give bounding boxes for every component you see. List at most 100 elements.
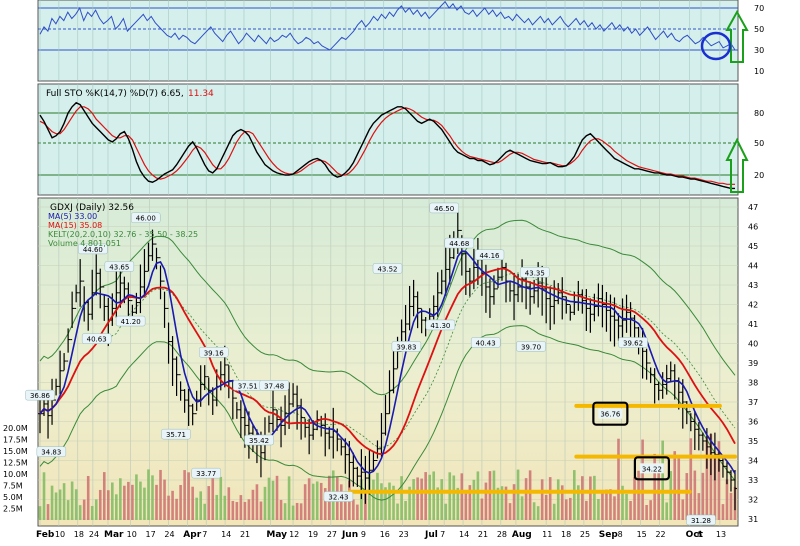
volume-bar xyxy=(589,476,592,520)
volume-bar xyxy=(295,502,299,520)
volume-bar xyxy=(372,479,375,520)
volume-bar xyxy=(319,482,323,520)
volume-bar xyxy=(287,476,291,520)
volume-bar xyxy=(167,495,170,520)
volume-bar xyxy=(709,434,713,520)
price-annotation: 41.30 xyxy=(430,322,450,330)
volume-bar xyxy=(621,485,624,520)
volume-bar xyxy=(70,481,74,520)
rsi-low-marker xyxy=(700,31,732,61)
month-label: 17 xyxy=(146,530,156,539)
volume-bar xyxy=(279,499,283,520)
volume-bar xyxy=(488,471,492,520)
rsi-tick-label: 50 xyxy=(754,25,764,34)
price-annotation: 35.42 xyxy=(249,437,269,445)
month-label: 11 xyxy=(542,530,552,539)
volume-bar xyxy=(163,479,166,520)
volume-bar xyxy=(573,470,576,520)
volume-bar xyxy=(283,503,287,520)
rsi-tick-label: 10 xyxy=(754,67,764,76)
price-annotation: 34.83 xyxy=(41,449,61,457)
price-annotation: 46.50 xyxy=(434,205,454,213)
kelt-lower xyxy=(39,325,736,501)
volume-bar xyxy=(456,487,460,520)
month-label: 18 xyxy=(74,530,84,539)
month-label: 24 xyxy=(89,530,99,539)
month-label: Apr xyxy=(183,530,201,540)
month-label: Jul xyxy=(424,530,438,540)
month-label: Aug xyxy=(512,530,532,540)
volume-bar xyxy=(577,485,580,520)
volume-bar xyxy=(637,470,640,520)
volume-bar xyxy=(307,478,311,520)
volume-bar xyxy=(50,485,54,520)
price-annotation: 31.28 xyxy=(691,517,711,525)
volume-bar xyxy=(384,487,387,520)
volume-bar xyxy=(717,441,721,520)
volume-bar xyxy=(255,484,259,520)
price-annotation-box xyxy=(104,261,135,272)
price-tick-label: 33 xyxy=(748,476,758,485)
price-annotation-box xyxy=(639,463,664,474)
volume-bar xyxy=(657,467,660,520)
price-tick-label: 46 xyxy=(748,223,758,232)
volume-bar xyxy=(460,473,464,520)
volume-bar xyxy=(468,485,472,520)
price-annotation: 37.48 xyxy=(264,382,284,390)
volume-bar xyxy=(729,492,733,520)
volume-bar xyxy=(90,506,94,520)
volume-bar xyxy=(356,504,359,520)
volume-bar xyxy=(564,499,568,520)
volume-bar xyxy=(291,505,295,520)
volume-bar xyxy=(119,478,122,520)
sto-tick-label: 50 xyxy=(754,139,764,148)
price-tick-label: 39 xyxy=(748,359,758,368)
volume-bar xyxy=(111,482,114,520)
volume-bar xyxy=(428,474,431,520)
price-annotation-box xyxy=(425,319,456,331)
volume-bar xyxy=(408,486,411,520)
volume-bar xyxy=(629,501,632,520)
volume-bar xyxy=(251,489,255,520)
volume-bar xyxy=(605,489,608,520)
volume-bar xyxy=(701,472,705,520)
price-annotation: 46.00 xyxy=(136,215,156,223)
volume-bar xyxy=(536,506,540,520)
volume-bar xyxy=(98,489,102,520)
volume-bar xyxy=(239,495,243,520)
price-annotation: 43.35 xyxy=(525,269,545,277)
volume-bar xyxy=(556,479,560,520)
volume-bar xyxy=(609,489,612,520)
volume-bar xyxy=(231,500,235,520)
volume-bar xyxy=(368,472,371,520)
price-annotation-box xyxy=(259,380,289,391)
price-annotation: 39.83 xyxy=(396,343,416,351)
volume-bar xyxy=(102,472,106,520)
volume-bar xyxy=(673,451,677,520)
price-tick-label: 32 xyxy=(748,496,758,505)
sto-d-value: 11.34 xyxy=(188,89,214,99)
price-annotation-box xyxy=(598,408,623,419)
volume-bar xyxy=(199,491,202,520)
ma15-line xyxy=(39,267,736,456)
price-tick-label: 35 xyxy=(748,437,758,446)
volume-bar xyxy=(147,469,150,520)
volume-bar xyxy=(532,502,536,520)
price-annotation: 32.43 xyxy=(328,494,348,502)
price-annotation: 36.86 xyxy=(30,392,51,400)
month-label: Sep xyxy=(599,530,619,540)
price-annotation: 39.62 xyxy=(623,340,643,348)
volume-bar xyxy=(420,478,423,520)
price-annotation: 43.65 xyxy=(109,263,129,271)
volume-bar xyxy=(448,472,452,520)
month-label: 28 xyxy=(497,530,507,539)
volume-bar xyxy=(344,500,347,520)
month-label: 7 xyxy=(440,530,445,539)
volume-bar xyxy=(127,481,130,520)
volume-bar xyxy=(617,438,620,520)
volume-tick-label: 20.0M xyxy=(3,424,28,433)
volume-bar xyxy=(94,499,98,520)
price-annotation-box xyxy=(323,491,354,502)
price-tick-label: 40 xyxy=(748,340,758,349)
